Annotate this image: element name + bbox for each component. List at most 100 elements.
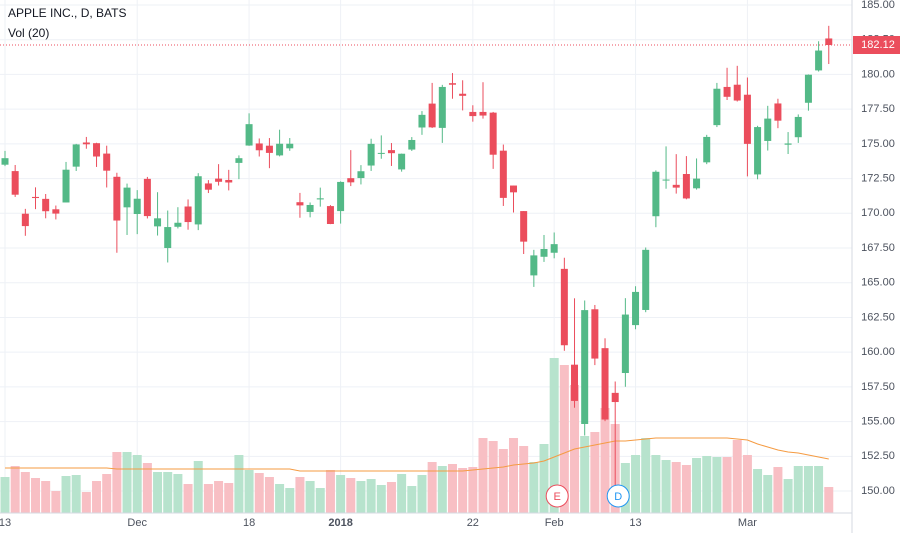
candle-body xyxy=(194,176,202,225)
volume-ma-line xyxy=(5,437,829,472)
candle-body xyxy=(652,171,660,217)
volume-bar xyxy=(763,475,773,513)
candle-body xyxy=(255,143,263,151)
candle-body xyxy=(326,206,334,225)
candle-body xyxy=(784,143,792,145)
volume-bar xyxy=(437,466,447,513)
y-tick-label: 170.00 xyxy=(861,207,895,219)
candle-body xyxy=(682,174,690,199)
candle-body xyxy=(662,179,670,181)
candle-body xyxy=(540,249,548,257)
y-tick-label: 162.50 xyxy=(861,311,895,323)
volume-bar xyxy=(153,472,163,513)
candle-body xyxy=(387,150,395,154)
candle-body xyxy=(133,198,141,215)
candle-body xyxy=(794,116,802,138)
volume-bar xyxy=(519,446,529,513)
volume-bar xyxy=(264,477,274,513)
candle-body xyxy=(632,291,640,326)
volume-bar xyxy=(224,483,234,513)
y-tick-label: 175.00 xyxy=(861,138,895,150)
candle-body xyxy=(764,118,772,141)
last-price-box xyxy=(853,35,900,54)
event-marker xyxy=(545,484,569,508)
y-tick-label: 165.00 xyxy=(861,277,895,289)
volume-bar xyxy=(447,464,457,513)
volume-bar xyxy=(0,477,10,513)
candle-body xyxy=(560,268,568,346)
volume-bar xyxy=(20,472,30,513)
candle-body xyxy=(357,171,365,179)
volume-bar xyxy=(193,461,203,513)
volume-bar xyxy=(336,475,346,513)
volume-bar xyxy=(92,481,102,513)
volume-bar xyxy=(356,481,366,513)
candle-body xyxy=(306,204,314,212)
y-tick-label: 150.00 xyxy=(861,485,895,497)
candle-body xyxy=(377,152,385,154)
volume-bar xyxy=(814,466,824,513)
volume-bar xyxy=(386,482,396,513)
candle-body xyxy=(398,153,406,170)
candle-body xyxy=(581,310,589,424)
volume-bar xyxy=(641,438,651,513)
candle-body xyxy=(510,185,517,193)
candle-body xyxy=(550,244,558,253)
candle-body xyxy=(143,178,151,217)
volume-bar xyxy=(580,436,590,513)
candle-body xyxy=(489,112,497,155)
volume-bar xyxy=(112,452,122,513)
candle-body xyxy=(32,196,40,199)
candles xyxy=(1,25,833,488)
volume-bar xyxy=(539,444,549,513)
volume-bar xyxy=(254,473,264,513)
candle-body xyxy=(82,142,90,145)
candle-body xyxy=(469,111,477,117)
y-tick-label: 172.50 xyxy=(861,172,895,184)
volume-bar xyxy=(285,488,295,513)
candle-body xyxy=(154,218,162,227)
candle-body xyxy=(316,198,324,200)
candle-body xyxy=(72,144,80,167)
volume-bar xyxy=(783,479,793,513)
volume-bar xyxy=(203,484,213,513)
candle-body xyxy=(520,211,528,242)
candle-body xyxy=(296,202,304,206)
candle-body xyxy=(174,222,182,227)
volume-bar xyxy=(427,462,437,513)
candle-body xyxy=(184,206,192,223)
volume-bar xyxy=(468,467,478,513)
volume-bar xyxy=(600,408,610,513)
x-tick-label: Feb xyxy=(545,517,564,529)
volume-bar xyxy=(803,466,813,513)
volume-bar xyxy=(732,440,742,513)
volume-bar xyxy=(132,455,142,513)
candle-body xyxy=(21,213,29,227)
y-tick-label: 177.50 xyxy=(861,103,895,115)
candle-body xyxy=(825,38,833,45)
candle-body xyxy=(815,50,823,71)
y-tick-label: 167.50 xyxy=(861,242,895,254)
volume-bar xyxy=(173,474,183,513)
volume-bar xyxy=(183,484,193,513)
y-tick-label: 155.00 xyxy=(861,416,895,428)
candle-body xyxy=(672,184,680,188)
volume-bar xyxy=(31,478,41,513)
candle-body xyxy=(215,178,223,182)
volume-bar xyxy=(631,455,641,513)
volume-bar xyxy=(305,481,315,513)
candle-body xyxy=(693,178,701,189)
volume-bar xyxy=(742,455,752,513)
candle-body xyxy=(265,145,273,153)
candle-body xyxy=(754,127,762,175)
volume-bar xyxy=(366,479,376,513)
candle-body xyxy=(418,114,426,128)
volume-bar xyxy=(346,478,356,513)
volume-bar xyxy=(753,469,763,513)
volume-bar xyxy=(295,477,305,513)
volume-bar xyxy=(651,455,661,513)
volume-bar xyxy=(325,470,335,513)
